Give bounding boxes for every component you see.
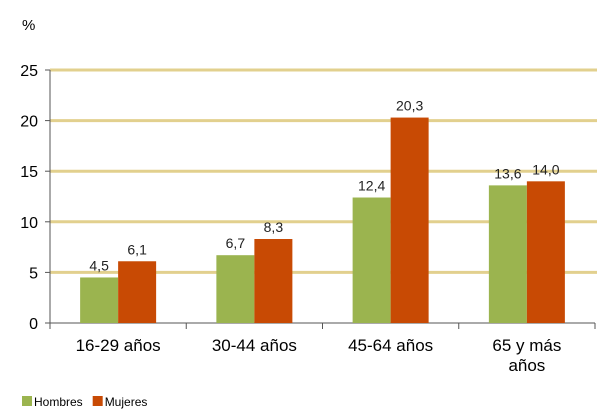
x-tick-label: 16-29 años — [76, 336, 161, 355]
y-unit-label: % — [22, 17, 35, 34]
y-tick-label: 10 — [20, 215, 38, 232]
data-label: 13,6 — [494, 165, 521, 181]
x-tick-label: 45-64 años — [348, 336, 433, 355]
bars — [80, 117, 565, 324]
bar-hombres — [216, 255, 255, 323]
bar-hombres — [80, 277, 119, 323]
legend: Hombres Mujeres — [22, 395, 147, 409]
y-tick-label: 0 — [29, 316, 38, 333]
x-tick-label: 65 y más — [492, 336, 561, 355]
bar-mujeres — [526, 181, 565, 323]
legend-swatch-mujeres — [92, 396, 103, 406]
data-label: 6,1 — [127, 241, 147, 257]
data-label: 14,0 — [532, 161, 559, 177]
data-label: 8,3 — [264, 219, 284, 235]
legend-label-mujeres: Mujeres — [105, 395, 148, 409]
y-tick-label: 15 — [20, 164, 38, 181]
y-tick-label: 20 — [20, 114, 38, 131]
data-label: 20,3 — [396, 98, 423, 114]
bar-mujeres — [254, 239, 293, 323]
x-tick-label: años — [508, 356, 545, 375]
y-tick-label: 25 — [20, 63, 38, 80]
data-label: 12,4 — [358, 178, 385, 194]
bar-hombres — [488, 185, 527, 323]
y-tick-label: 5 — [29, 265, 38, 282]
data-labels: 4,5 6,1 6,7 8,3 12,4 20,3 13,6 14,0 — [89, 98, 559, 274]
x-tick-label: 30-44 años — [212, 336, 297, 355]
legend-label-hombres: Hombres — [34, 395, 83, 409]
bar-hombres — [352, 197, 391, 323]
bar-mujeres — [390, 117, 429, 324]
data-label: 4,5 — [89, 257, 109, 273]
legend-swatch-hombres — [22, 396, 32, 406]
x-tick-labels: 16-29 años 30-44 años 45-64 años 65 y másañ… — [76, 336, 562, 375]
y-tick-labels: 0 5 10 15 20 25 — [20, 63, 38, 333]
data-label: 6,7 — [226, 235, 246, 251]
bar-mujeres — [118, 261, 157, 323]
